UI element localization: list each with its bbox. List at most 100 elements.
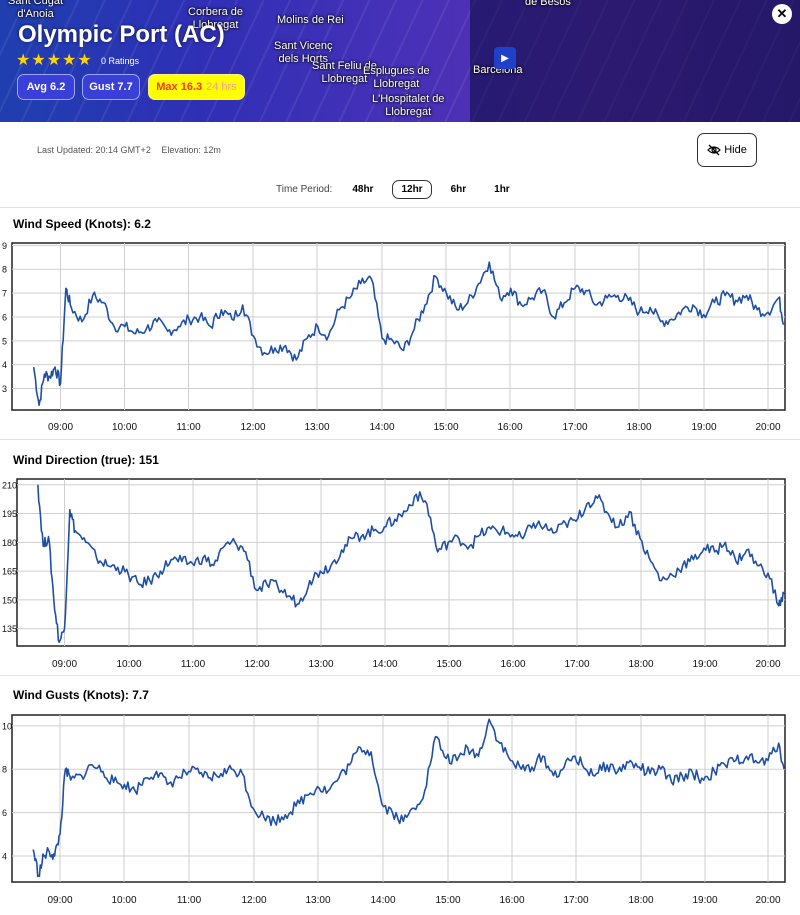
time-period-label: Time Period: bbox=[276, 184, 333, 195]
x-tick-label: 18:00 bbox=[628, 659, 653, 670]
y-tick-label: 150 bbox=[2, 595, 17, 605]
close-button[interactable]: ✕ bbox=[772, 4, 792, 24]
y-tick-label: 10 bbox=[2, 721, 12, 731]
series-line bbox=[32, 261, 785, 406]
map-label: Sant Vicenç dels Horts bbox=[274, 40, 333, 65]
x-tick-label: 15:00 bbox=[435, 895, 460, 906]
x-tick-label: 13:00 bbox=[308, 659, 333, 670]
x-tick-label: 18:00 bbox=[626, 422, 651, 433]
play-icon[interactable]: ▶ bbox=[494, 47, 516, 69]
x-tick-label: 16:00 bbox=[499, 895, 524, 906]
x-tick-label: 12:00 bbox=[244, 659, 269, 670]
star-icon[interactable]: ★ bbox=[46, 52, 62, 69]
x-tick-label: 12:00 bbox=[240, 422, 265, 433]
hide-button[interactable]: Hide bbox=[697, 133, 757, 167]
x-tick-label: 10:00 bbox=[112, 422, 137, 433]
gust-badge: Gust 7.7 bbox=[82, 74, 140, 100]
y-tick-label: 8 bbox=[2, 265, 7, 275]
x-tick-label: 09:00 bbox=[52, 659, 77, 670]
y-tick-label: 195 bbox=[2, 509, 17, 519]
period-option-48hr[interactable]: 48hr bbox=[352, 184, 374, 195]
y-tick-label: 3 bbox=[2, 384, 7, 394]
chart-title-wind-speed: Wind Speed (Knots): 6.2 bbox=[13, 217, 151, 231]
plot-area bbox=[11, 714, 786, 883]
y-tick-label: 180 bbox=[2, 538, 17, 548]
map-label: Sant Cugat d'Anoia bbox=[8, 0, 64, 20]
y-tick-label: 165 bbox=[2, 567, 17, 577]
x-tick-label: 18:00 bbox=[628, 895, 653, 906]
max-value: Max 16.3 bbox=[156, 81, 203, 93]
city-map-area bbox=[470, 0, 800, 122]
x-tick-label: 10:00 bbox=[116, 659, 141, 670]
map-label: Esplugues de Llobregat bbox=[363, 65, 430, 90]
chart-title-wind-direction: Wind Direction (true): 151 bbox=[13, 453, 159, 467]
last-updated: Last Updated: 20:14 GMT+2 bbox=[37, 145, 151, 155]
x-tick-label: 12:00 bbox=[241, 895, 266, 906]
x-tick-label: 14:00 bbox=[372, 659, 397, 670]
star-rating[interactable]: ★ ★ ★ ★ ★ bbox=[16, 52, 92, 70]
period-option-12hr[interactable]: 12hr bbox=[392, 180, 432, 199]
eye-slash-icon bbox=[707, 144, 722, 156]
hide-label: Hide bbox=[724, 144, 747, 156]
y-tick-label: 4 bbox=[2, 851, 7, 861]
y-tick-label: 4 bbox=[2, 360, 7, 370]
y-tick-label: 9 bbox=[2, 241, 7, 251]
star-icon[interactable]: ★ bbox=[31, 52, 46, 69]
y-tick-label: 6 bbox=[2, 312, 7, 322]
period-option-1hr[interactable]: 1hr bbox=[494, 184, 510, 195]
map-label: L'Hospitalet de Llobregat bbox=[372, 93, 445, 118]
y-tick-label: 210 bbox=[2, 480, 17, 490]
map-label: Corbera de Llobregat bbox=[188, 6, 244, 31]
map-label: Molins de Rei bbox=[277, 14, 344, 26]
elevation: Elevation: 12m bbox=[161, 145, 221, 155]
x-tick-label: 14:00 bbox=[370, 895, 395, 906]
avg-badge: Avg 6.2 bbox=[17, 74, 75, 100]
x-tick-label: 19:00 bbox=[692, 659, 717, 670]
wind-gusts-chart: 09:00 10:00 11:00 12:00 13:00 14:00 15:00 16:00… bbox=[2, 714, 786, 906]
plot-area bbox=[16, 478, 786, 647]
x-tick-label: 15:00 bbox=[433, 422, 458, 433]
series-line bbox=[37, 484, 785, 643]
section-divider bbox=[0, 439, 800, 440]
station-title: Olympic Port (AC) bbox=[18, 21, 225, 48]
y-tick-label: 7 bbox=[2, 289, 7, 299]
period-option-6hr[interactable]: 6hr bbox=[450, 184, 467, 195]
x-tick-label: 17:00 bbox=[563, 895, 588, 906]
section-divider bbox=[0, 675, 800, 676]
x-tick-label: 19:00 bbox=[691, 422, 716, 433]
star-icon[interactable]: ★ bbox=[62, 52, 77, 69]
close-icon: ✕ bbox=[776, 6, 788, 21]
map-label: Sant Feliu de Llobregat bbox=[312, 60, 377, 85]
x-tick-label: 09:00 bbox=[47, 895, 72, 906]
plot-area bbox=[11, 242, 786, 411]
x-tick-label: 17:00 bbox=[564, 659, 589, 670]
y-tick-label: 8 bbox=[2, 765, 7, 775]
x-tick-label: 13:00 bbox=[305, 895, 330, 906]
y-tick-label: 135 bbox=[2, 624, 17, 634]
x-tick-label: 19:00 bbox=[692, 895, 717, 906]
station-meta: Last Updated: 20:14 GMT+2 Elevation: 12m bbox=[37, 145, 229, 155]
x-tick-label: 20:00 bbox=[755, 422, 780, 433]
x-tick-label: 13:00 bbox=[304, 422, 329, 433]
star-icon[interactable]: ★ bbox=[16, 52, 31, 69]
y-tick-label: 5 bbox=[2, 336, 7, 346]
x-tick-label: 17:00 bbox=[562, 422, 587, 433]
x-tick-label: 09:00 bbox=[48, 422, 73, 433]
x-tick-label: 20:00 bbox=[755, 895, 780, 906]
x-tick-label: 11:00 bbox=[176, 422, 201, 433]
series-line bbox=[32, 718, 785, 878]
ratings-count: 0 Ratings bbox=[101, 56, 140, 66]
x-tick-label: 16:00 bbox=[500, 659, 525, 670]
star-icon[interactable]: ★ bbox=[77, 52, 92, 69]
x-tick-label: 11:00 bbox=[181, 659, 206, 670]
max-badge: Max 16.3 24 hrs bbox=[148, 74, 245, 100]
wind-direction-chart: 09:00 10:00 11:00 12:00 13:00 14:00 15:00 16:00… bbox=[2, 478, 786, 670]
x-tick-label: 15:00 bbox=[436, 659, 461, 670]
section-divider bbox=[0, 207, 800, 208]
max-period: 24 hrs bbox=[206, 81, 237, 93]
y-tick-label: 6 bbox=[2, 808, 7, 818]
map-label: de Besos bbox=[525, 0, 571, 8]
wind-speed-chart: 09:00 10:00 11:00 12:00 13:00 14:00 15:00 16:00… bbox=[2, 241, 786, 433]
station-header: Sant Cugat d'Anoia Corbera de Llobregat … bbox=[0, 0, 800, 122]
